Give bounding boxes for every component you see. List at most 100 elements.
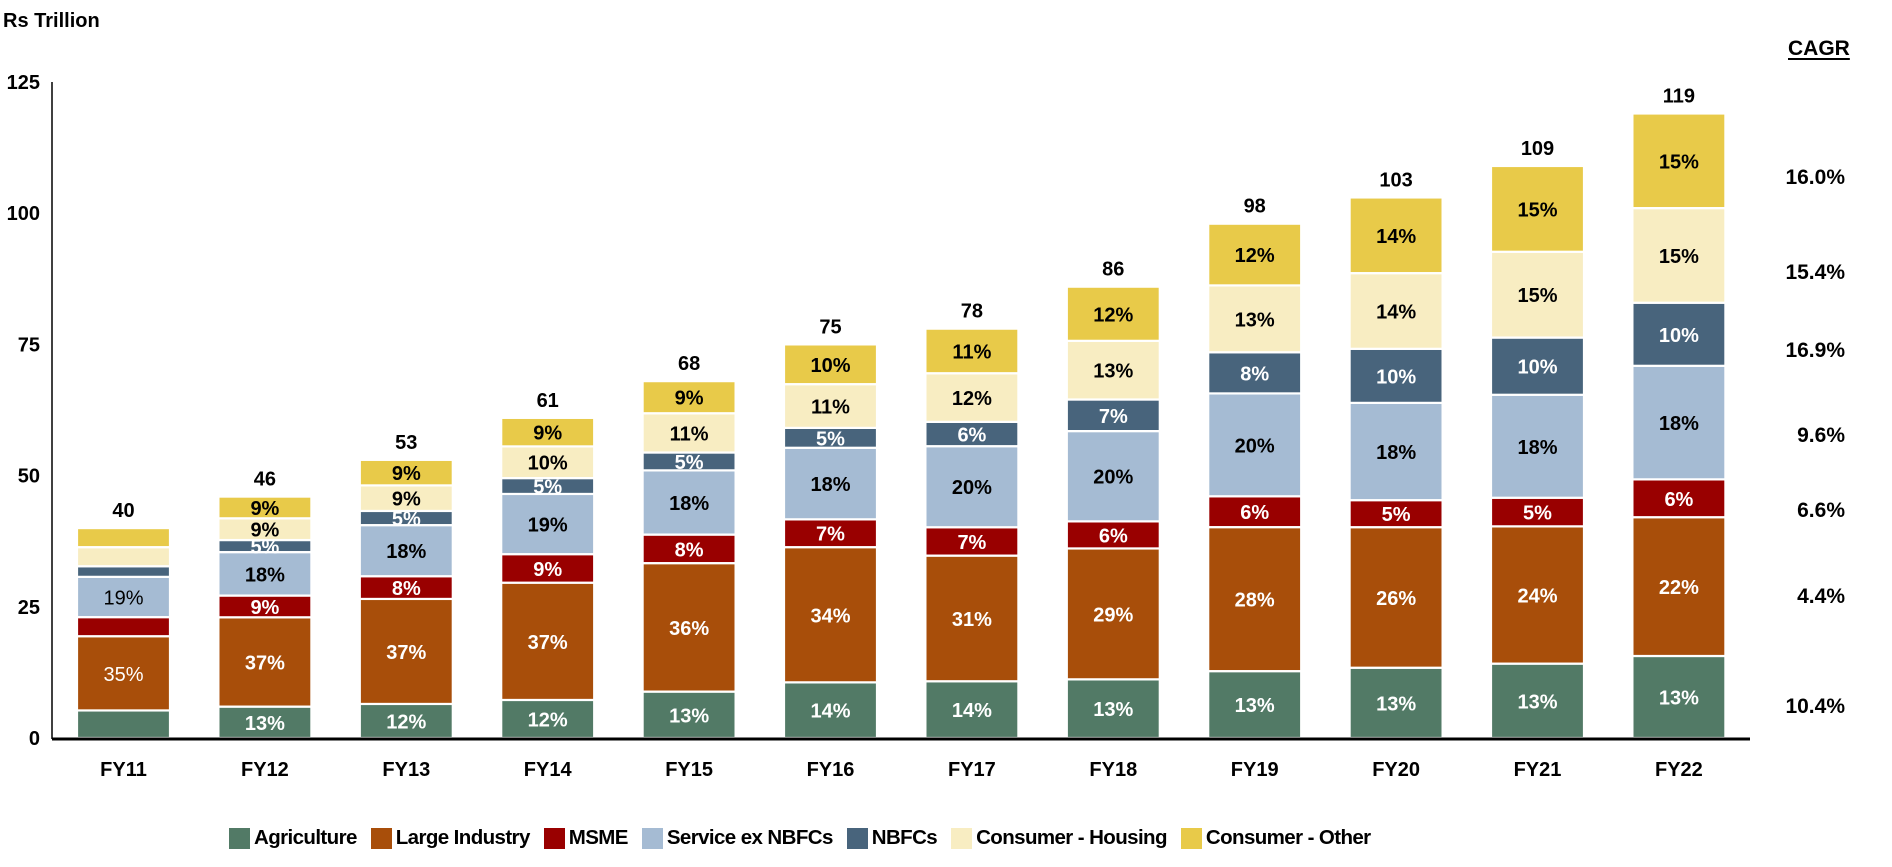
x-tick-label: FY16 xyxy=(807,759,855,781)
segment-data-label: 9% xyxy=(250,498,279,520)
bar-total-label: 98 xyxy=(1244,196,1266,218)
segment-data-label: 5% xyxy=(816,428,845,450)
y-axis-unit-label: Rs Trillion xyxy=(3,10,100,32)
bar-segment-agriculture xyxy=(217,705,313,740)
bar-segment-msme xyxy=(1489,496,1586,528)
bar-segment-consumer-other xyxy=(1065,285,1161,342)
bar-segment-large-industry xyxy=(1631,516,1727,658)
y-tick-label: 75 xyxy=(18,334,40,356)
segment-data-label: 8% xyxy=(675,539,704,561)
bar-total-label: 68 xyxy=(678,353,700,375)
bar-segment-large-industry xyxy=(924,554,1020,683)
legend-item-consumer-other: Consumer - Other xyxy=(1180,826,1371,850)
legend-label: Large Industry xyxy=(395,826,531,849)
segment-data-label: 12% xyxy=(386,711,426,733)
segment-data-label: 10% xyxy=(528,453,568,475)
bars-group: 35%19%4013%37%9%18%5%9%9%4612%37%8%18%5%… xyxy=(75,85,1727,740)
bar-stack-fy20: 13% 26% 5% 18% 10% 14% 14% 103 xyxy=(1348,169,1444,740)
legend-item-large-industry: Large Industry xyxy=(370,826,531,850)
legend-swatch xyxy=(370,827,392,849)
bar-total-label: 119 xyxy=(1663,85,1695,107)
segment-data-label: 10% xyxy=(1659,325,1699,347)
bar-total-label: 40 xyxy=(112,500,134,522)
x-tick-label: FY19 xyxy=(1231,759,1279,781)
segment-data-label: 5% xyxy=(1382,504,1411,526)
bar-segment-consumer-other xyxy=(1207,222,1303,287)
cagr-title: CAGR xyxy=(1788,37,1850,60)
segment-data-label: 5% xyxy=(392,509,421,531)
bar-segment-service-ex-nbfcs xyxy=(1207,392,1303,498)
segment-data-label: 15% xyxy=(1517,285,1557,307)
bar-segment-agriculture xyxy=(1348,666,1444,740)
segment-data-label: 13% xyxy=(1093,361,1133,383)
segment-data-label: 13% xyxy=(1235,309,1275,331)
segment-data-label: 19% xyxy=(103,587,143,609)
x-tick-label: FY11 xyxy=(100,759,147,781)
bar-segment-msme xyxy=(1631,478,1727,519)
bar-segment-large-industry xyxy=(217,616,313,708)
legend-label: MSME xyxy=(568,826,629,849)
segment-data-label: 19% xyxy=(528,515,568,537)
segment-data-label: 11% xyxy=(811,397,850,419)
segment-data-label: 5% xyxy=(533,477,562,499)
segment-data-label: 18% xyxy=(1517,437,1557,459)
bar-segment-large-industry xyxy=(782,546,879,684)
segment-data-label: 13% xyxy=(1376,693,1416,715)
bar-segment-consumer-housing xyxy=(1065,339,1161,401)
bar-total-label: 109 xyxy=(1521,138,1554,160)
x-tick-label: FY20 xyxy=(1372,759,1420,781)
segment-data-label: 31% xyxy=(952,609,992,631)
legend-item-msme: MSME xyxy=(543,826,629,850)
bar-segment-large-industry xyxy=(358,597,454,706)
cagr-value: 6.6% xyxy=(1797,499,1845,522)
bar-stack-fy22: 13% 22% 6% 18% 10% 15% 15% 119 xyxy=(1631,85,1727,740)
segment-data-label: 8% xyxy=(392,578,421,600)
x-tick-label: FY21 xyxy=(1514,759,1562,781)
x-tick-label: FY17 xyxy=(948,759,996,781)
segment-data-label: 5% xyxy=(675,452,704,474)
bar-segment-large-industry xyxy=(641,562,737,693)
bar-segment-consumer-housing xyxy=(358,484,454,513)
legend-label: Consumer - Housing xyxy=(976,826,1167,849)
legend-item-agriculture: Agriculture xyxy=(229,826,357,850)
bar-segment-consumer-housing xyxy=(1207,284,1303,354)
x-tick-label: FY14 xyxy=(524,759,573,781)
y-tick-label: 100 xyxy=(7,203,40,225)
segment-data-label: 15% xyxy=(1659,246,1699,268)
segment-data-label: 34% xyxy=(810,605,850,627)
bar-segment-agriculture xyxy=(75,709,172,740)
bar-segment-consumer-housing xyxy=(1631,207,1727,304)
bar-segment-consumer-other xyxy=(782,343,879,386)
bar-segment-consumer-housing xyxy=(1489,250,1586,339)
bar-segment-consumer-housing xyxy=(641,412,737,454)
segment-data-label: 18% xyxy=(810,474,850,496)
cagr-value: 16.9% xyxy=(1785,339,1845,362)
bar-segment-msme xyxy=(782,518,879,549)
bar-segment-service-ex-nbfcs xyxy=(924,445,1020,529)
legend-swatch xyxy=(951,827,973,849)
legend-swatch xyxy=(1180,827,1202,849)
bar-stack-fy18: 13% 29% 6% 20% 7% 13% 12% 86 xyxy=(1065,259,1161,740)
bar-segment-msme xyxy=(1207,495,1303,529)
x-tick-label: FY13 xyxy=(382,759,430,781)
bar-segment-msme xyxy=(75,616,172,638)
bar-segment-consumer-other xyxy=(1631,112,1727,210)
segment-data-label: 9% xyxy=(250,597,279,619)
bar-segment-consumer-housing xyxy=(75,546,172,568)
cagr-value: 4.4% xyxy=(1797,585,1845,608)
bar-total-label: 53 xyxy=(395,432,417,454)
segment-data-label: 9% xyxy=(533,423,562,445)
axes-group: 0 25 50 75 100 125 FY11 FY12 FY13 FY14 FY15 FY16 FY1… xyxy=(7,72,1750,781)
segment-data-label: 12% xyxy=(952,388,992,410)
bar-segment-msme xyxy=(924,526,1020,557)
bar-segment-consumer-housing xyxy=(924,372,1020,423)
bar-segment-service-ex-nbfcs xyxy=(1065,429,1161,523)
bar-stack-fy19: 13% 28% 6% 20% 8% 13% 12% 98 xyxy=(1207,196,1303,740)
x-tick-label: FY12 xyxy=(241,759,289,781)
bar-segment-service-ex-nbfcs xyxy=(1631,364,1727,481)
bar-segment-consumer-other xyxy=(500,416,596,448)
segment-data-label: 37% xyxy=(386,642,426,664)
x-tick-label: FY15 xyxy=(665,759,713,781)
segment-data-label: 20% xyxy=(952,477,992,499)
bar-segment-nbfcs xyxy=(1631,301,1727,367)
